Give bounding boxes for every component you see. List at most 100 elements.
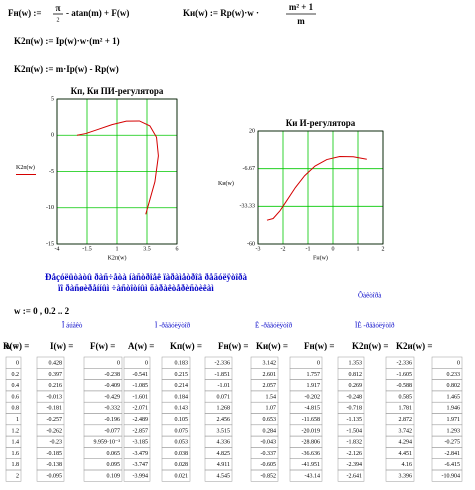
formula-lhs: Kи(w) := Rp(w)·w · [183,8,259,18]
cell-value: 0.215 [175,372,189,378]
cell-value: -2.336 [215,361,231,367]
column-header: K2п(w) = [352,341,389,351]
x-axis-label: Fн(w) [313,254,328,261]
cell-value: 0 [457,361,460,367]
cell-value: -3.479 [133,451,149,457]
cell-value: 1.781 [399,406,413,412]
cell-value: -10.904 [442,474,461,480]
cell-value: 0.802 [447,383,461,389]
table-cell [36,469,65,482]
x-tick-label: -4 [55,246,60,252]
cell-value: -2.857 [133,428,149,434]
cell-value: 0.233 [447,372,461,378]
y-tick-label: 20 [249,128,255,134]
cell-value: 1.971 [447,417,461,423]
plot-frame [56,98,178,245]
cell-value: 1.946 [447,406,461,412]
y-tick-label: 0 [51,133,54,139]
x-tick-label: 1 [116,246,119,252]
cell-value: -0.181 [47,406,63,412]
cell-value: -2.489 [133,417,149,423]
cell-value: -0.718 [347,406,363,412]
y-tick-label: -60 [247,241,255,247]
table-cell [250,469,279,482]
cell-value: -2.841 [445,451,461,457]
formula-den: m [297,16,305,26]
cell-value: 1.8 [12,462,20,468]
cell-value: 0.428 [49,361,63,367]
formula-num: π [56,3,61,13]
cell-value: -0.095 [47,474,63,480]
cell-value: 1.268 [217,406,231,412]
cell-value: -20.019 [302,428,321,434]
cell-value: 0.021 [175,474,189,480]
formula-num: m² + 1 [289,2,314,12]
formula-rest: - atan(m) + F(w) [66,8,129,18]
column-header: w = [5,341,19,351]
cell-value: 0.053 [175,440,189,446]
cell-value: 1.465 [447,394,461,400]
column-header: A(w) = [128,341,154,351]
cell-value: 1 [16,417,19,423]
cell-value: 0.4 [12,383,20,389]
table-cell [123,469,151,482]
cell-value: -28.806 [302,440,321,446]
cell-value: 3.742 [399,428,413,434]
formula-den: 2 [57,17,60,23]
cell-value: 1.54 [266,394,277,400]
cell-value: 1.757 [307,372,321,378]
cell-value: 2 [16,474,19,480]
cell-value: 0.038 [175,451,189,457]
cell-value: 0.071 [217,394,231,400]
table-cell [83,469,123,482]
cell-value: -0.588 [397,383,413,389]
column-header: K2и(w) = [396,341,433,351]
cell-value: 4.16 [402,462,413,468]
cell-value: -1.601 [133,394,149,400]
cell-value: 3.142 [263,361,277,367]
cell-value: -0.852 [261,474,277,480]
y-tick-label: -15 [46,241,54,247]
table-cell [337,469,365,482]
cell-value: -4.815 [305,406,321,412]
cell-value: 3.515 [217,428,231,434]
cell-value: -43.14 [305,474,321,480]
cell-value: 0.028 [175,462,189,468]
formula: K2п(w) := m·Ip(w) - Rp(w) [14,64,119,74]
cell-value: -1.01 [218,383,231,389]
note: Ðåçóëüòàòû ðàñ÷åòà íàñòðîåê ïàðàìåòðîâ ð… [45,272,247,282]
cell-value: -11.658 [302,417,320,423]
cell-value: -0.262 [47,428,63,434]
cell-value: 4.911 [217,462,230,468]
x-tick-label: 6 [176,246,179,252]
x-tick-label: -1.5 [82,246,92,252]
column-header: Fн(w) = [218,341,249,351]
table-cell [431,469,463,482]
cell-value: 0.6 [12,394,20,400]
cell-value: 0.269 [349,383,363,389]
cell-value: -6.415 [445,462,461,468]
group-label: Ï -ðåãóëÿòîð [155,322,191,330]
cell-value: 0.8 [12,406,20,412]
cell-value: 4.545 [217,474,231,480]
cell-value: -0.248 [347,394,363,400]
cell-value: 0.075 [175,428,189,434]
cell-value: 1.293 [447,428,461,434]
table-cell [5,469,22,482]
cell-value: 0.397 [49,372,63,378]
group-label: Î áúåêò [62,322,83,330]
formula: K2п(w) := Ip(w)·w·(m² + 1) [14,36,120,46]
chart-title: Ки И-регулятора [286,118,356,128]
cell-value: -0.202 [305,394,321,400]
cell-value: -36.636 [302,451,321,457]
cell-value: 0.216 [49,383,63,389]
cell-value: -1.085 [133,383,149,389]
y-tick-label: 5 [51,96,54,102]
column-header: Kи(w) = [256,341,288,351]
cell-value: -0.238 [105,372,121,378]
cell-value: -1.135 [347,417,363,423]
cell-value: 1.917 [307,383,321,389]
cell-value: 4.336 [217,440,231,446]
cell-value: -2.071 [133,406,149,412]
